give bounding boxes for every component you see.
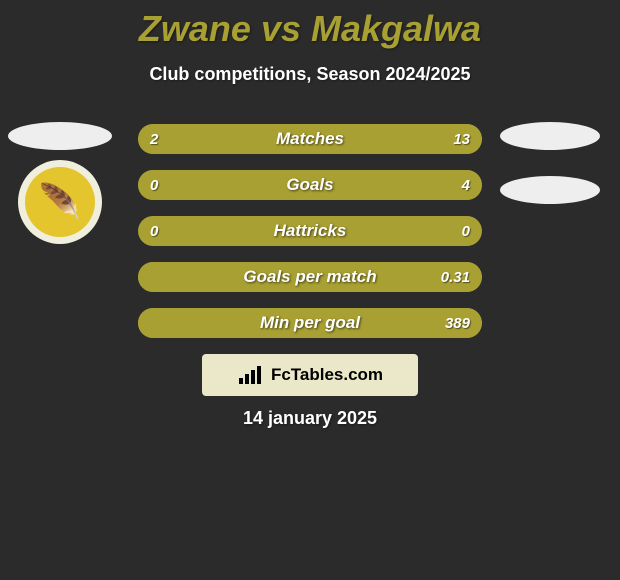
- page-title: Zwane vs Makgalwa: [0, 0, 620, 50]
- brand-text: FcTables.com: [271, 365, 383, 385]
- feather-icon: 🪶: [39, 185, 81, 219]
- bar-chart-icon: [237, 364, 267, 386]
- stat-row: 213Matches: [138, 124, 482, 154]
- stat-label: Hattricks: [138, 216, 482, 246]
- right-team-ellipse-2: [500, 176, 600, 204]
- stat-row: 04Goals: [138, 170, 482, 200]
- stat-row: 00Hattricks: [138, 216, 482, 246]
- brand-badge[interactable]: FcTables.com: [202, 354, 418, 396]
- stat-label: Min per goal: [138, 308, 482, 338]
- stat-label: Goals: [138, 170, 482, 200]
- left-logo-column: 🪶: [8, 122, 112, 244]
- stat-row: 389Min per goal: [138, 308, 482, 338]
- stat-label: Matches: [138, 124, 482, 154]
- left-team-badge: 🪶: [18, 160, 102, 244]
- page-subtitle: Club competitions, Season 2024/2025: [0, 64, 620, 85]
- stat-label: Goals per match: [138, 262, 482, 292]
- right-team-ellipse-1: [500, 122, 600, 150]
- stats-comparison: 213Matches 04Goals 00Hattricks 0.31Goals pe…: [138, 124, 482, 354]
- left-team-ellipse: [8, 122, 112, 150]
- date-label: 14 january 2025: [0, 408, 620, 429]
- stat-row: 0.31Goals per match: [138, 262, 482, 292]
- left-team-badge-inner: 🪶: [25, 167, 95, 237]
- right-logo-column: [500, 122, 600, 204]
- page: Zwane vs Makgalwa Club competitions, Sea…: [0, 0, 620, 580]
